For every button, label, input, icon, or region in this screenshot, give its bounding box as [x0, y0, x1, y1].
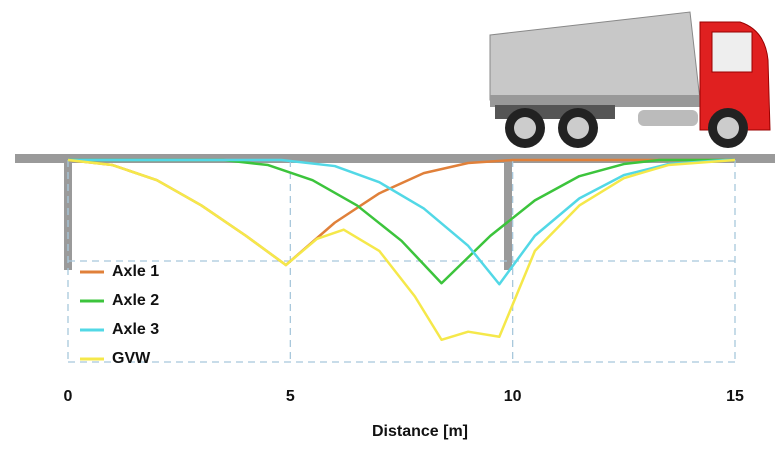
x-tick-label: 0 [64, 388, 73, 405]
legend-label: Axle 1 [112, 263, 159, 280]
line-series [68, 160, 735, 284]
x-axis-label: Distance [m] [372, 423, 468, 440]
bridge-deck [15, 154, 775, 163]
x-tick-label: 15 [726, 388, 744, 405]
x-tick-label: 10 [504, 388, 522, 405]
support [504, 160, 512, 270]
truck [490, 12, 770, 148]
legend-label: GVW [112, 350, 151, 367]
legend-label: Axle 2 [112, 292, 159, 309]
x-tick-label: 5 [286, 388, 295, 405]
chart: Distance [m] 0 5 10 15 Axle 1 Axle 2 Axle 3 GVW [0, 0, 775, 444]
legend-label: Axle 3 [112, 321, 159, 338]
line-series [68, 160, 735, 340]
line-series [68, 160, 735, 283]
